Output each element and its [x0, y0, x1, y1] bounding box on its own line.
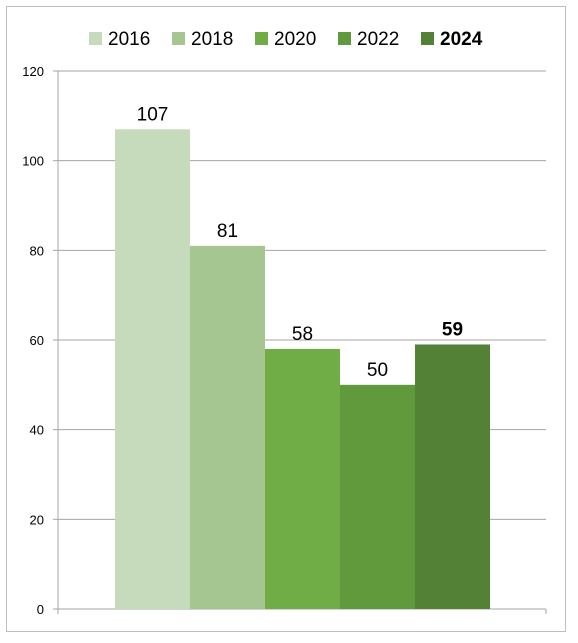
legend-swatch: [172, 32, 185, 45]
y-tick-label: 60: [30, 333, 44, 348]
legend-swatch: [255, 32, 268, 45]
bar-2018: [190, 245, 265, 609]
data-label-2022: 50: [367, 360, 388, 381]
data-label-2018: 81: [217, 221, 238, 242]
legend-label: 2024: [440, 29, 483, 50]
data-labels: 107 81 58 50 59: [137, 104, 463, 381]
y-tick-label: 40: [30, 423, 44, 438]
legend-item-2016: 2016: [89, 29, 150, 50]
bars: [115, 129, 490, 610]
bar-2022: [340, 384, 415, 609]
y-tick-label: 0: [37, 602, 44, 617]
legend-item-2020: 2020: [255, 29, 316, 50]
legend-item-2024: 2024: [421, 29, 483, 50]
legend-label: 2018: [191, 29, 233, 50]
legend-label: 2022: [357, 29, 399, 50]
y-tick-label: 80: [30, 243, 44, 258]
legend-item-2018: 2018: [172, 29, 233, 50]
legend-swatch: [338, 32, 351, 45]
bar-2020: [265, 348, 340, 609]
data-label-2020: 58: [292, 324, 313, 345]
bar-2016: [115, 129, 190, 610]
y-tick-label: 20: [30, 512, 44, 527]
data-label-2016: 107: [137, 104, 169, 125]
bar-2024: [415, 344, 490, 609]
legend-item-2022: 2022: [338, 29, 399, 50]
y-tick-label: 100: [22, 154, 44, 169]
legend-swatch: [89, 32, 102, 45]
legend-swatch: [421, 32, 434, 45]
legend-label: 2016: [108, 29, 150, 50]
legend: 2016 2018 2020 2022 2024: [89, 29, 483, 50]
y-tick-label: 120: [22, 64, 44, 79]
data-label-2024: 59: [442, 319, 463, 340]
legend-label: 2020: [274, 29, 316, 50]
